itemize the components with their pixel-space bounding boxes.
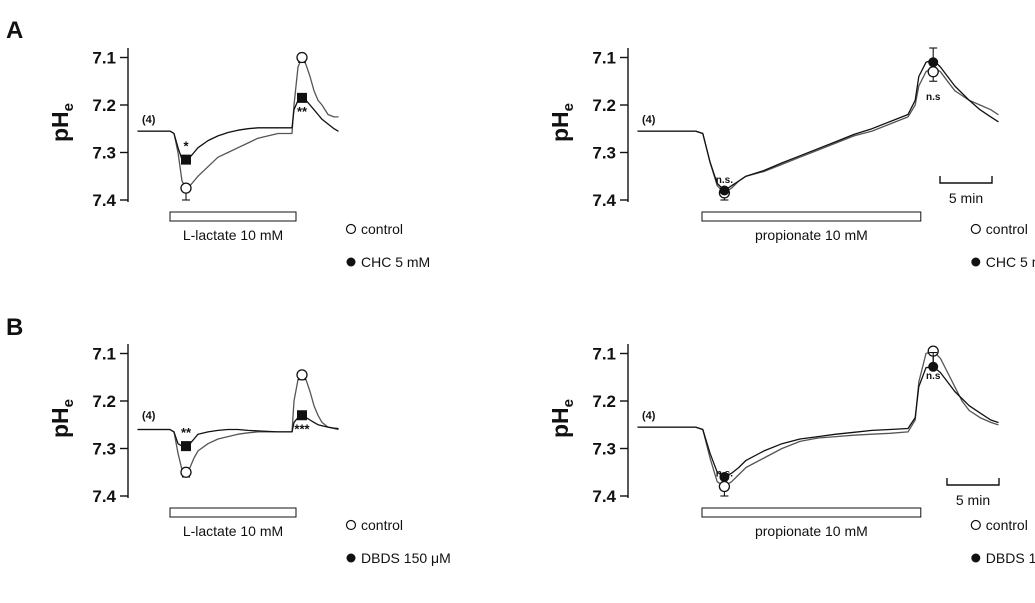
application-bar-label: propionate 10 mM bbox=[755, 523, 868, 539]
legend-marker-control bbox=[970, 519, 981, 531]
y-tick-label: 7.1 bbox=[92, 49, 116, 68]
legend-marker-treated bbox=[346, 553, 356, 563]
data-marker-control bbox=[927, 66, 939, 78]
legend-label-control: control bbox=[986, 221, 1028, 237]
y-tick-label: 7.2 bbox=[592, 96, 616, 115]
legend-label-control: control bbox=[361, 221, 403, 237]
y-axis-label-main: pH bbox=[47, 407, 73, 438]
data-marker-control bbox=[718, 480, 731, 493]
data-marker-control bbox=[180, 182, 192, 194]
y-tick-label: 7.3 bbox=[92, 144, 116, 163]
time-scale-label: 5 min bbox=[949, 190, 983, 206]
data-marker-treated bbox=[928, 57, 939, 68]
data-marker-treated bbox=[297, 92, 307, 103]
application-bar bbox=[701, 211, 922, 222]
application-bar-label: L-lactate 10 mM bbox=[183, 523, 283, 539]
legend-label-treated: DBDS 150 μM bbox=[361, 550, 451, 566]
y-tick-label: 7.1 bbox=[92, 345, 116, 364]
n-label: (4) bbox=[142, 114, 156, 126]
chart-panel-2: 7.1 7.2 7.3 7.4 pHe (4) n.s. n.s propionate 10 m… bbox=[547, 47, 1035, 270]
significance-label: n.s. bbox=[716, 175, 733, 186]
y-tick-label: 7.2 bbox=[592, 392, 616, 411]
n-label: (4) bbox=[642, 410, 656, 422]
legend-marker-treated bbox=[346, 257, 356, 267]
series-line-treated bbox=[637, 59, 999, 192]
y-axis-label-main: pH bbox=[47, 111, 73, 142]
y-axis-label-sub: e bbox=[60, 399, 77, 407]
legend-marker-treated bbox=[971, 257, 981, 267]
y-tick-label: 7.4 bbox=[92, 487, 116, 506]
y-axis-label: pHe bbox=[47, 103, 77, 142]
y-tick-label: 7.3 bbox=[592, 440, 616, 459]
significance-label: ** bbox=[297, 104, 308, 119]
data-marker-treated bbox=[297, 410, 307, 421]
time-scale-label: 5 min bbox=[956, 492, 990, 508]
data-marker-treated bbox=[181, 441, 191, 452]
significance-label: n.s bbox=[926, 92, 941, 103]
y-tick-label: 7.4 bbox=[92, 191, 116, 210]
legend-label-treated: CHC 5 mM bbox=[361, 254, 430, 270]
panel-letter-a: A bbox=[6, 17, 23, 44]
y-tick-label: 7.3 bbox=[92, 440, 116, 459]
data-marker-control bbox=[296, 51, 308, 64]
y-axis-label-sub: e bbox=[560, 103, 577, 111]
y-tick-label: 7.1 bbox=[592, 345, 616, 364]
y-tick-label: 7.4 bbox=[592, 487, 616, 506]
application-bar bbox=[169, 211, 297, 222]
y-axis-label-main: pH bbox=[547, 407, 573, 438]
series-line-control bbox=[637, 350, 999, 488]
time-scale-bar bbox=[946, 478, 1000, 486]
legend-label-treated: CHC 5 mM bbox=[986, 254, 1035, 270]
y-tick-label: 7.2 bbox=[92, 392, 116, 411]
data-marker-treated bbox=[181, 154, 191, 165]
y-tick-label: 7.3 bbox=[592, 144, 616, 163]
n-label: (4) bbox=[642, 114, 656, 126]
time-scale-bar bbox=[939, 176, 993, 184]
application-bar bbox=[701, 507, 922, 518]
series-line-control bbox=[137, 56, 339, 189]
y-axis-label: pHe bbox=[547, 399, 577, 438]
y-axis-label-sub: e bbox=[560, 399, 577, 407]
panel-letter-b: B bbox=[6, 314, 23, 341]
application-bar-label: L-lactate 10 mM bbox=[183, 227, 283, 243]
application-bar bbox=[169, 507, 297, 518]
legend-label-treated: DBDS 150 μM bbox=[986, 550, 1035, 566]
data-marker-treated bbox=[719, 472, 730, 482]
significance-label: * bbox=[183, 139, 189, 154]
legend-marker-treated bbox=[971, 553, 981, 563]
legend-marker-control bbox=[970, 223, 981, 235]
data-marker-treated bbox=[928, 361, 939, 372]
y-axis-label: pHe bbox=[547, 103, 577, 142]
series-line-treated bbox=[137, 97, 339, 161]
application-bar-label: propionate 10 mM bbox=[755, 227, 868, 243]
legend-label-control: control bbox=[986, 517, 1028, 533]
data-marker-treated bbox=[719, 185, 730, 196]
significance-label: n.s bbox=[926, 371, 941, 382]
y-axis-label: pHe bbox=[47, 399, 77, 438]
series-line-treated bbox=[637, 366, 999, 478]
significance-label: *** bbox=[294, 421, 310, 436]
y-tick-label: 7.1 bbox=[592, 49, 616, 68]
legend-marker-control bbox=[345, 519, 357, 531]
y-tick-label: 7.2 bbox=[92, 96, 116, 115]
data-marker-control bbox=[180, 466, 192, 478]
data-marker-control bbox=[296, 369, 308, 381]
legend-label-control: control bbox=[361, 517, 403, 533]
y-tick-label: 7.4 bbox=[592, 191, 616, 210]
legend-marker-control bbox=[345, 223, 357, 235]
n-label: (4) bbox=[142, 410, 156, 422]
y-axis-label-sub: e bbox=[60, 103, 77, 111]
y-axis-label-main: pH bbox=[547, 111, 573, 142]
significance-label: ** bbox=[181, 425, 192, 440]
series-line-control bbox=[637, 66, 999, 194]
